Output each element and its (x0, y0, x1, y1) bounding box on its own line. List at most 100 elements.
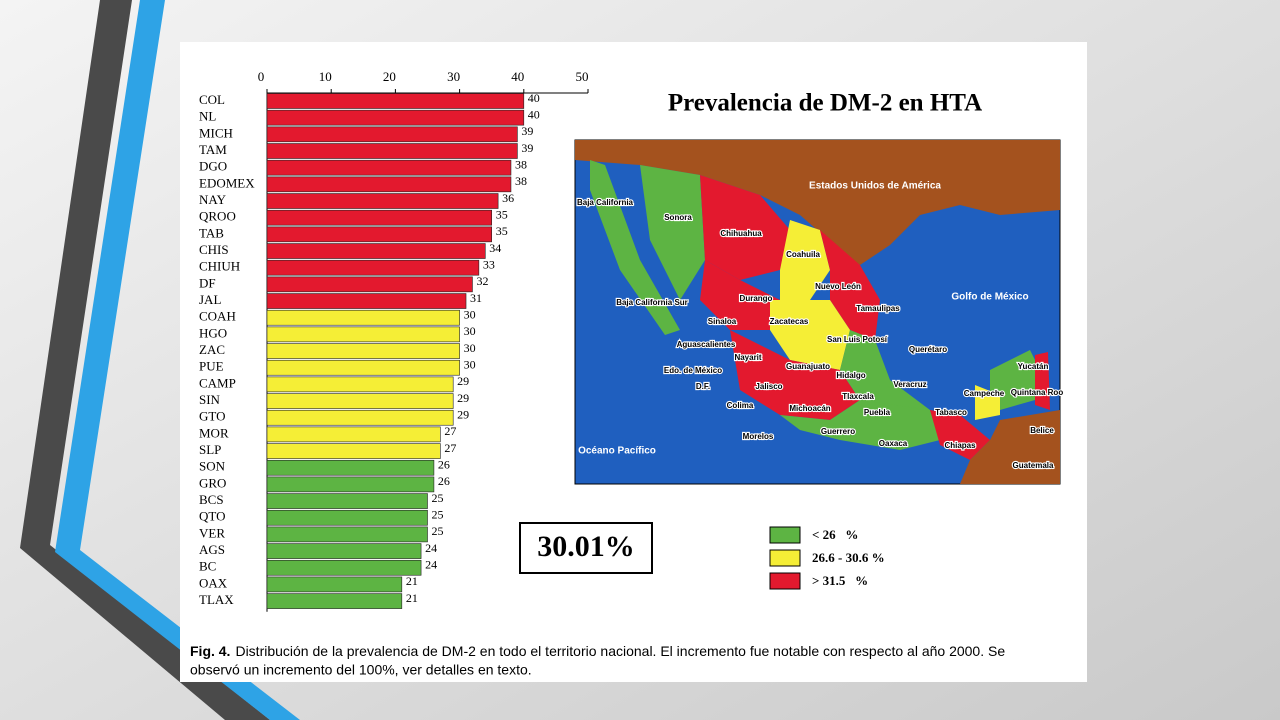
region (820, 230, 880, 340)
y-tick-label: JAL (199, 292, 221, 307)
bar (266, 359, 460, 376)
bar (266, 326, 460, 343)
y-tick-label: CHIS (199, 242, 229, 257)
map-label: Océano Pacífico (578, 446, 656, 457)
map-label: Baja California Sur (616, 298, 688, 307)
value-label: 21 (406, 574, 418, 588)
legend-swatch (769, 549, 801, 567)
map-title: Prevalencia de DM-2 en HTA (668, 90, 982, 117)
bar (266, 543, 422, 559)
map-label: Sinaloa (708, 317, 737, 326)
value-label: 36 (502, 191, 514, 205)
value-label: 33 (483, 257, 495, 271)
legend-label: < 26 % (812, 527, 858, 542)
bar (266, 293, 467, 309)
value-label: 32 (476, 274, 488, 288)
region (700, 175, 790, 280)
y-tick-label: CHIUH (199, 259, 240, 274)
caption-text: observó un incremento del 100%, ver deta… (190, 662, 532, 678)
x-tick-label: 40 (511, 69, 524, 84)
x-tick-label: 20 (383, 69, 396, 84)
bar (266, 526, 428, 543)
y-tick-label: DGO (199, 159, 227, 174)
region (590, 160, 680, 335)
region (990, 350, 1040, 410)
bar (266, 276, 473, 293)
legend-label: > 31.5 % (812, 573, 868, 588)
region (730, 330, 860, 420)
bar (266, 226, 492, 243)
y-tick-label: MICH (199, 125, 233, 140)
map-label: Zacatecas (770, 317, 809, 326)
map-label: Chiapas (944, 441, 976, 450)
map-label: Puebla (864, 408, 891, 417)
map-label: Belice (1030, 426, 1054, 435)
y-tick-label: COAH (199, 309, 236, 324)
bar (266, 409, 454, 426)
map-label: Chihuahua (720, 229, 762, 238)
bar (266, 509, 428, 526)
map-label: Coahuila (786, 250, 820, 259)
map-labels: Estados Unidos de América Baja California… (576, 181, 1065, 472)
bar (266, 143, 518, 159)
map-label: Oaxaca (879, 439, 908, 448)
value-label: 25 (432, 524, 444, 538)
highlight-box (519, 522, 653, 574)
deco-stripe (55, 0, 300, 720)
bar (266, 126, 518, 143)
caption: Fig. 4. Distribución de la prevalencia de… (190, 643, 1005, 659)
value-label: 38 (515, 157, 527, 171)
region (780, 400, 940, 450)
value-label: 31 (470, 291, 482, 305)
map-label: Durango (740, 294, 773, 303)
highlight-value: 30.01% (537, 530, 635, 563)
map-label: Querétaro (909, 345, 947, 354)
map-label: Tabasco (935, 408, 967, 417)
value-label: 30 (464, 324, 476, 338)
map-label: Hidalgo (836, 371, 865, 380)
y-tick-label: GRO (199, 475, 226, 490)
region (960, 410, 1060, 484)
bar (266, 209, 492, 226)
map-label: Guanajuato (786, 362, 830, 371)
map: Prevalencia de DM-2 en HTA Estados Unido… (574, 90, 1065, 485)
map-label: Morelos (743, 432, 774, 441)
y-tick-label: VER (199, 525, 225, 540)
y-tick-label: ZAC (199, 342, 225, 357)
bar (266, 343, 460, 359)
region (700, 260, 780, 330)
y-tick-label: COL (199, 92, 225, 107)
bar (266, 243, 486, 259)
map-label: Tamaulipas (856, 304, 900, 313)
y-tick-label: AGS (199, 542, 225, 557)
bar (266, 376, 454, 393)
x-tick-label: 50 (576, 69, 589, 84)
region (975, 385, 1000, 420)
map-label: Campeche (964, 389, 1005, 398)
x-tick-label: 30 (447, 69, 460, 84)
region (930, 410, 990, 460)
value-label: 40 (528, 91, 540, 105)
map-label: San Luis Potosí (827, 335, 888, 344)
map-label: Edo. de México (664, 366, 722, 375)
value-label: 27 (444, 441, 456, 455)
legend-swatch (769, 526, 801, 544)
legend: < 26 % 26.6 - 30.6 % > 31.5 % (769, 526, 885, 590)
value-label: 35 (496, 224, 508, 238)
bar (266, 559, 422, 576)
value-label: 29 (457, 391, 469, 405)
y-tick-label: BC (199, 559, 216, 574)
value-label: 30 (464, 341, 476, 355)
value-label: 29 (457, 407, 469, 421)
y-tick-label: DF (199, 275, 216, 290)
bar (266, 393, 454, 409)
value-label: 38 (515, 174, 527, 188)
y-tick-label: CAMP (199, 375, 236, 390)
y-tick-label: QTO (199, 509, 225, 524)
map-label: D.F. (696, 382, 710, 391)
value-label: 39 (521, 124, 533, 138)
value-label: 39 (521, 141, 533, 155)
y-tick-label: SIN (199, 392, 221, 407)
map-label: Jalisco (755, 382, 782, 391)
